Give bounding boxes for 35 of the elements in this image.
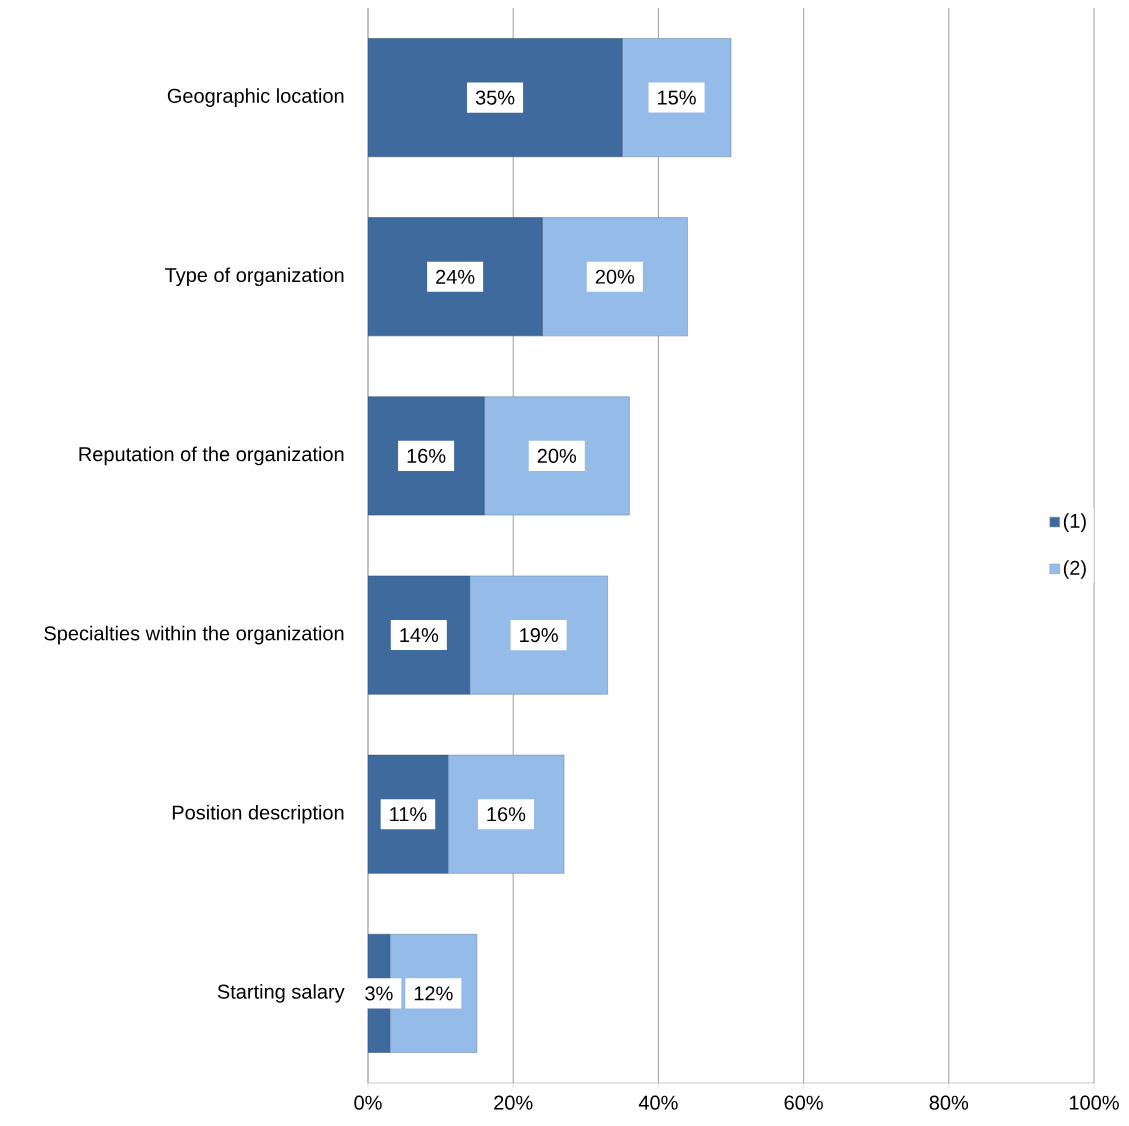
x-tick-label: 60% (784, 1095, 823, 1110)
data-label: 20% (595, 269, 635, 284)
data-label: 16% (407, 448, 446, 463)
bar (447, 754, 565, 874)
data-label: 15% (658, 90, 696, 105)
data-label: 16% (487, 807, 526, 822)
bar (368, 396, 485, 516)
bar (621, 38, 732, 157)
data-label: 19% (520, 627, 558, 643)
bar (368, 38, 623, 157)
x-tick-label: 80% (929, 1095, 969, 1110)
y-tick-label: Geographic location (167, 88, 344, 107)
bar (368, 217, 543, 337)
data-label: 24% (436, 269, 475, 284)
y-tick-label: Type of organization (165, 267, 344, 287)
y-tick-label: Position description (172, 804, 344, 824)
data-label: 35% (475, 90, 515, 105)
y-tick-label: Reputation of the organization (79, 446, 344, 466)
x-tick-label: 20% (494, 1095, 533, 1110)
bar (483, 396, 630, 516)
x-tick-label: 0% (354, 1095, 382, 1110)
legend-label: (2) (1063, 560, 1086, 579)
bar (541, 217, 688, 337)
legend-label: (1) (1063, 513, 1086, 532)
y-tick-label: Specialties within the organization (44, 625, 344, 645)
x-tick-label: 100% (1069, 1095, 1119, 1110)
data-label: 12% (414, 986, 453, 1001)
bar (368, 575, 470, 695)
data-label: 3% (365, 986, 393, 1001)
data-label: 14% (400, 628, 439, 643)
y-tick-label: Starting salary (217, 984, 345, 1003)
data-label: 20% (537, 448, 577, 463)
bar (469, 575, 608, 695)
data-label: 11% (390, 807, 427, 822)
x-tick-label: 40% (638, 1095, 678, 1110)
